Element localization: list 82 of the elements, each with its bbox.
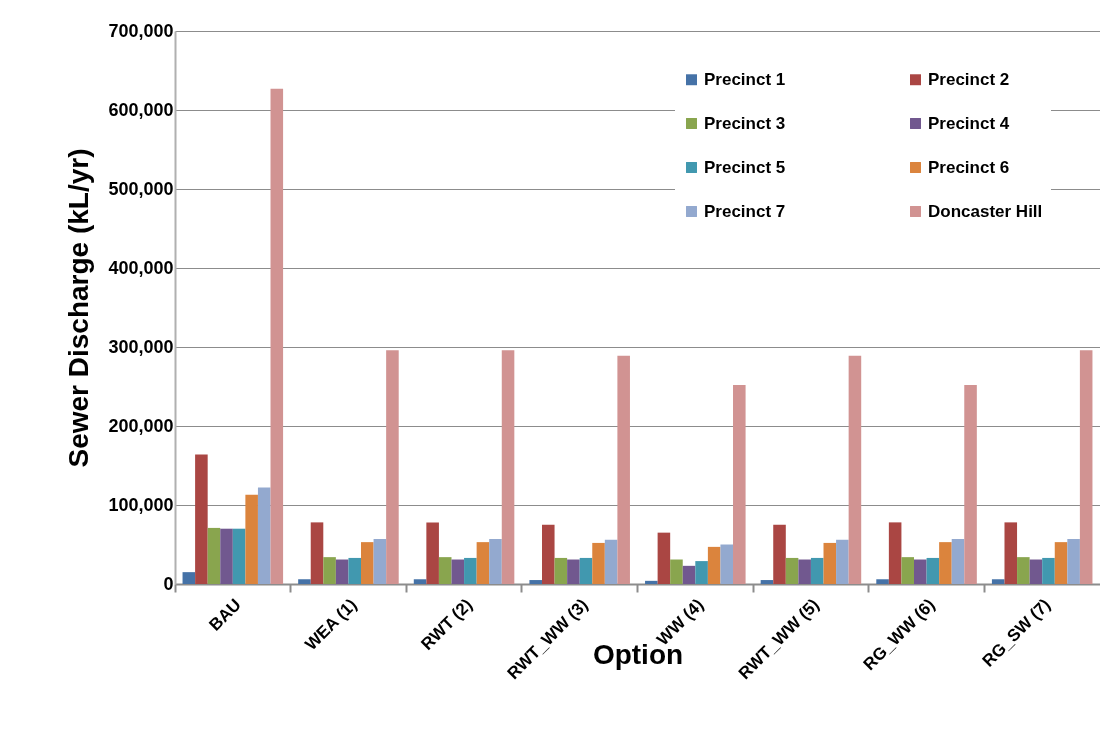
bar — [1067, 538, 1080, 584]
bar — [682, 565, 696, 584]
bar — [413, 579, 427, 584]
y-tick-label: 0 — [163, 573, 174, 594]
bar — [926, 557, 940, 584]
bar — [964, 384, 977, 584]
legend-label: Precinct 7 — [704, 201, 786, 221]
bar — [670, 559, 683, 584]
legend-label: Doncaster Hill — [928, 201, 1043, 221]
bar — [464, 557, 477, 584]
bar — [310, 522, 324, 584]
bar — [1054, 542, 1068, 584]
legend-label: Precinct 5 — [704, 157, 786, 177]
bar — [1017, 557, 1030, 584]
bar — [529, 580, 542, 584]
bar — [901, 557, 914, 584]
bar — [707, 546, 721, 584]
bar — [541, 524, 555, 584]
bar — [604, 539, 618, 584]
bar — [567, 559, 580, 584]
bar — [245, 494, 258, 584]
bar — [207, 527, 221, 584]
bar — [888, 522, 902, 584]
bar — [592, 542, 605, 584]
bar — [773, 524, 786, 584]
bar — [1042, 557, 1055, 584]
bar — [298, 579, 311, 584]
bar — [1004, 522, 1018, 584]
legend-label: Precinct 1 — [704, 69, 786, 89]
bar — [1079, 350, 1093, 584]
bar — [232, 528, 246, 584]
bar — [836, 539, 849, 584]
bar — [876, 579, 889, 584]
bar — [182, 572, 196, 584]
bar — [579, 557, 593, 584]
bar — [695, 561, 708, 584]
legend-label: Precinct 6 — [928, 157, 1010, 177]
y-tick-label: 700,000 — [108, 20, 174, 41]
y-tick-label: 500,000 — [108, 178, 174, 199]
bar — [913, 559, 927, 584]
y-tick-label: 200,000 — [108, 415, 174, 436]
bar — [257, 487, 271, 584]
x-tick-label: WW (4) — [653, 595, 708, 650]
bar — [220, 528, 233, 584]
bar — [720, 544, 734, 584]
bar — [426, 522, 439, 584]
bar — [798, 559, 811, 584]
bar — [361, 542, 374, 584]
bar — [617, 355, 630, 584]
bar — [951, 538, 965, 584]
bar — [489, 538, 502, 584]
bar — [476, 542, 490, 584]
bar — [323, 557, 336, 584]
bar — [195, 454, 208, 584]
bar — [554, 557, 568, 584]
bar — [1029, 559, 1043, 584]
y-tick-label: 400,000 — [108, 257, 174, 278]
bar — [657, 532, 671, 584]
y-axis-title: Sewer Discharge (kL/yr) — [63, 148, 95, 468]
bar — [386, 350, 399, 584]
bar — [760, 580, 774, 584]
bar — [438, 557, 452, 584]
y-tick-label: 100,000 — [108, 494, 174, 515]
bar — [823, 542, 837, 584]
bar — [348, 557, 362, 584]
bar — [501, 350, 515, 584]
legend-label: Precinct 3 — [704, 113, 786, 133]
legend-label: Precinct 2 — [928, 69, 1010, 89]
bar — [991, 579, 1005, 584]
legend-label: Precinct 4 — [928, 113, 1010, 133]
bar — [270, 88, 284, 584]
bar — [848, 355, 862, 584]
bar — [451, 559, 465, 584]
bar — [373, 538, 387, 584]
bar — [335, 559, 349, 584]
y-tick-label: 600,000 — [108, 99, 174, 120]
bar — [939, 542, 952, 584]
y-tick-label: 300,000 — [108, 336, 174, 357]
bar — [810, 557, 824, 584]
bar — [733, 384, 746, 584]
bar — [785, 557, 799, 584]
bar — [645, 580, 658, 584]
